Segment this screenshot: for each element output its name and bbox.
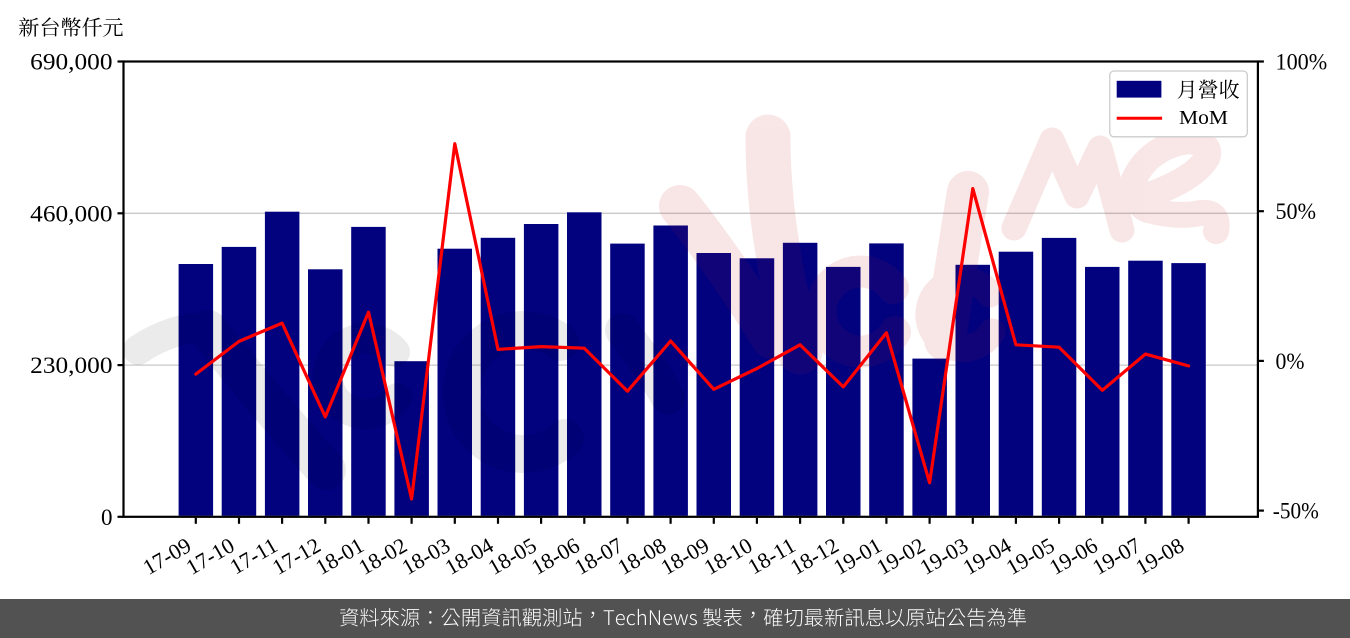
svg-text:-50%: -50% <box>1273 499 1319 524</box>
svg-text:0: 0 <box>101 505 113 530</box>
svg-text:230,000: 230,000 <box>30 353 112 378</box>
svg-text:100%: 100% <box>1276 50 1328 75</box>
svg-text:50%: 50% <box>1276 199 1317 224</box>
svg-text:MoM: MoM <box>1179 107 1228 129</box>
svg-text:0%: 0% <box>1276 349 1305 374</box>
svg-text:690,000: 690,000 <box>30 50 112 75</box>
svg-text:460,000: 460,000 <box>30 201 112 226</box>
